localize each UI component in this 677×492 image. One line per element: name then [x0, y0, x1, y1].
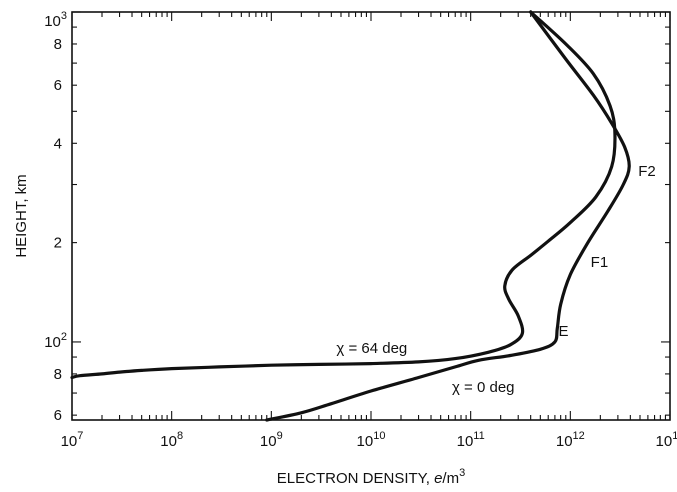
y-tick-labels: 103 8 6 4 2 102 8 6 [44, 10, 67, 424]
y-tick-label: 6 [54, 407, 62, 424]
axis-ticks [71, 11, 671, 420]
annotation-label: F2 [638, 163, 656, 180]
y-tick-label: 8 [54, 366, 62, 383]
curve-chi-64-deg [70, 10, 617, 380]
x-tick-label: 1013 [656, 430, 677, 450]
x-axis-title: ELECTRON DENSITY, e/m3 [277, 467, 465, 487]
x-tick-label: 107 [61, 430, 84, 450]
x-tick-labels: 107 108 109 1010 1011 1012 1013 [61, 430, 677, 450]
annotations: F2 F1 Eχ = 64 deg χ = 0 deg [336, 163, 655, 396]
y-tick-label: 103 [44, 10, 67, 30]
annotation-label: F1 [591, 254, 609, 271]
curve-chi-0-deg [265, 10, 631, 422]
x-tick-label: 108 [160, 430, 183, 450]
x-tick-label: 1010 [357, 430, 386, 450]
x-tick-label: 109 [260, 430, 283, 450]
x-tick-label: 1012 [556, 430, 585, 450]
y-axis-title: HEIGHT, km [13, 174, 30, 257]
annotation-label: E [558, 323, 568, 340]
y-tick-label: 2 [54, 235, 62, 252]
curves [70, 10, 631, 422]
y-tick-label: 8 [54, 36, 62, 53]
annotation-label: χ = 0 deg [452, 379, 515, 396]
plot-frame [71, 11, 671, 421]
y-tick-label: 4 [54, 135, 62, 152]
x-tick-label: 1011 [457, 430, 485, 450]
annotation-label: χ = 64 deg [336, 340, 407, 357]
y-tick-label: 6 [54, 77, 62, 94]
y-tick-label: 102 [44, 331, 67, 351]
